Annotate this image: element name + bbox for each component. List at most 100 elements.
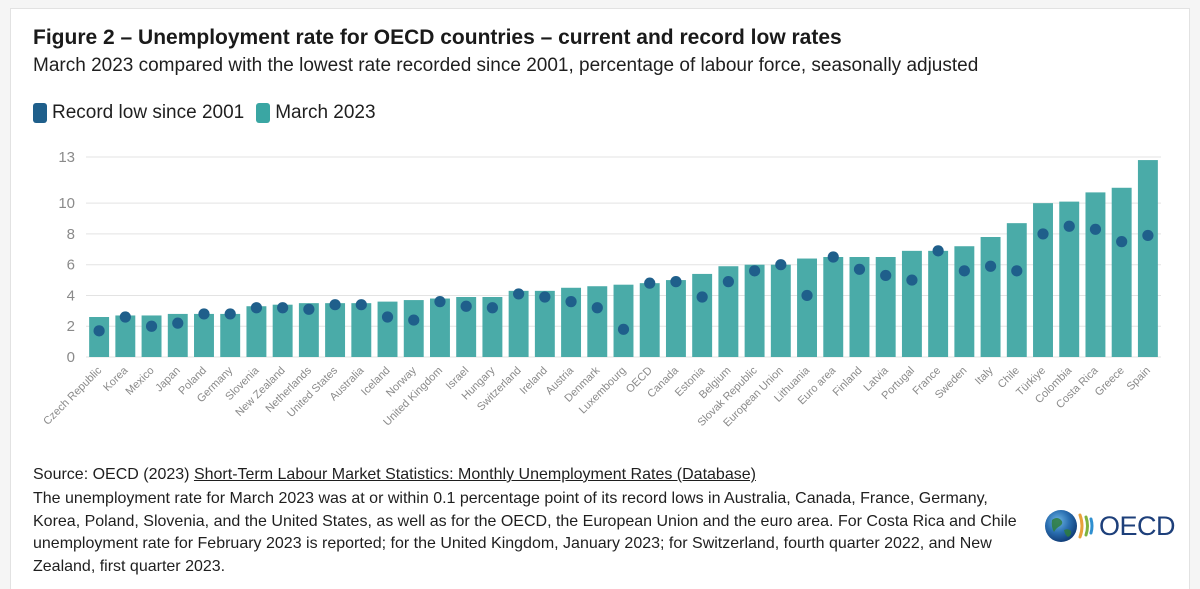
- bar[interactable]: [482, 297, 503, 357]
- chart-title: Figure 2 – Unemployment rate for OECD co…: [33, 26, 842, 49]
- bar[interactable]: [1085, 192, 1106, 357]
- legend-label-march-2023: March 2023: [275, 102, 376, 123]
- record-low-dot[interactable]: [539, 291, 551, 303]
- record-low-dot[interactable]: [670, 276, 682, 288]
- record-low-dot[interactable]: [434, 296, 446, 308]
- bar[interactable]: [639, 283, 660, 357]
- record-low-dot[interactable]: [827, 251, 839, 263]
- record-low-dot[interactable]: [696, 291, 708, 303]
- record-low-dot[interactable]: [1063, 220, 1075, 232]
- record-low-dot[interactable]: [1037, 228, 1049, 240]
- record-low-dot[interactable]: [513, 288, 525, 300]
- bar[interactable]: [744, 264, 765, 357]
- bar[interactable]: [351, 303, 372, 357]
- bar[interactable]: [403, 300, 424, 357]
- bar[interactable]: [849, 257, 870, 357]
- record-low-dot[interactable]: [591, 302, 603, 314]
- bar[interactable]: [980, 237, 1001, 357]
- x-tick-label: Italy: [973, 364, 996, 387]
- record-low-dot[interactable]: [1089, 223, 1102, 235]
- bar[interactable]: [220, 313, 241, 357]
- y-tick-label: 2: [67, 318, 75, 335]
- bar[interactable]: [954, 246, 975, 357]
- bar[interactable]: [508, 290, 529, 357]
- bar[interactable]: [1006, 223, 1027, 357]
- bar[interactable]: [823, 257, 844, 357]
- record-low-dot[interactable]: [408, 314, 420, 326]
- record-low-dot[interactable]: [801, 289, 813, 302]
- legend-item-record-low[interactable]: Record low since 2001: [33, 102, 244, 124]
- record-low-dot[interactable]: [853, 263, 866, 275]
- source-link[interactable]: Short-Term Labour Market Statistics: Mon…: [193, 466, 756, 483]
- bar[interactable]: [246, 306, 267, 357]
- bar[interactable]: [587, 286, 608, 357]
- record-low-dot[interactable]: [145, 320, 158, 332]
- x-tick-label: Mexico: [124, 365, 157, 398]
- record-low-dot[interactable]: [381, 311, 394, 323]
- record-low-dot[interactable]: [958, 265, 970, 277]
- y-tick-label: 0: [67, 349, 75, 366]
- y-tick-label: 8: [67, 226, 75, 243]
- record-low-dot[interactable]: [224, 308, 236, 320]
- chart-legend: Record low since 2001 March 2023: [33, 102, 388, 124]
- record-low-dot[interactable]: [906, 274, 918, 286]
- bar[interactable]: [534, 290, 555, 357]
- figure-card: Figure 2 – Unemployment rate for OECD co…: [10, 8, 1190, 589]
- record-low-dot[interactable]: [460, 300, 472, 312]
- record-low-dot[interactable]: [1011, 265, 1023, 277]
- bar[interactable]: [456, 297, 477, 357]
- bar[interactable]: [1033, 203, 1053, 357]
- bar[interactable]: [194, 313, 214, 357]
- bar[interactable]: [325, 303, 346, 357]
- record-low-dot[interactable]: [1116, 236, 1128, 248]
- bar[interactable]: [718, 266, 739, 357]
- record-low-dot[interactable]: [565, 296, 577, 308]
- oecd-logo[interactable]: OECD: [1044, 506, 1176, 546]
- record-low-dot[interactable]: [932, 245, 944, 257]
- record-low-dot[interactable]: [617, 323, 630, 335]
- record-low-dot[interactable]: [1142, 229, 1154, 242]
- bar[interactable]: [901, 250, 922, 357]
- bar[interactable]: [770, 264, 791, 357]
- legend-item-march-2023[interactable]: March 2023: [256, 102, 376, 124]
- bar[interactable]: [115, 315, 136, 357]
- bar[interactable]: [692, 273, 713, 357]
- bar[interactable]: [613, 284, 634, 357]
- source-line: Source: OECD (2023) Short-Term Labour Ma…: [33, 466, 756, 484]
- record-low-dot[interactable]: [355, 299, 367, 311]
- record-low-dot[interactable]: [93, 325, 105, 337]
- bar[interactable]: [875, 257, 896, 357]
- record-low-dot[interactable]: [644, 277, 656, 289]
- record-low-dot[interactable]: [172, 317, 184, 329]
- bar[interactable]: [272, 304, 293, 357]
- bar[interactable]: [561, 287, 582, 357]
- bar[interactable]: [928, 250, 949, 357]
- record-low-dot[interactable]: [119, 311, 131, 323]
- bar[interactable]: [1137, 160, 1158, 357]
- x-tick-label: Greece: [1093, 365, 1127, 399]
- record-low-dot[interactable]: [775, 259, 787, 271]
- bar[interactable]: [665, 280, 686, 357]
- dot-series-record-low: [93, 220, 1154, 337]
- record-low-dot[interactable]: [250, 302, 263, 314]
- bar[interactable]: [298, 303, 319, 357]
- bar[interactable]: [1111, 187, 1132, 357]
- oecd-logo-text: OECD: [1099, 510, 1176, 541]
- bar[interactable]: [430, 298, 450, 357]
- record-low-dot[interactable]: [748, 265, 761, 277]
- record-low-dot[interactable]: [722, 276, 734, 288]
- record-low-dot[interactable]: [198, 308, 210, 320]
- bar[interactable]: [377, 301, 398, 357]
- record-low-dot[interactable]: [880, 269, 892, 282]
- record-low-dot[interactable]: [984, 260, 997, 272]
- record-low-dot[interactable]: [486, 302, 499, 314]
- record-low-dot[interactable]: [277, 302, 289, 314]
- record-low-dot[interactable]: [329, 299, 341, 311]
- bar[interactable]: [1059, 201, 1080, 357]
- bar[interactable]: [89, 317, 110, 357]
- footnote: The unemployment rate for March 2023 was…: [33, 490, 1017, 575]
- bar-chart: 0 2 4 6 8 10 13 Czech RepublicKoreaMexicoJapan…: [41, 149, 1161, 429]
- record-low-dot[interactable]: [303, 303, 315, 315]
- bar[interactable]: [797, 258, 817, 357]
- legend-swatch-record-low: [33, 103, 47, 123]
